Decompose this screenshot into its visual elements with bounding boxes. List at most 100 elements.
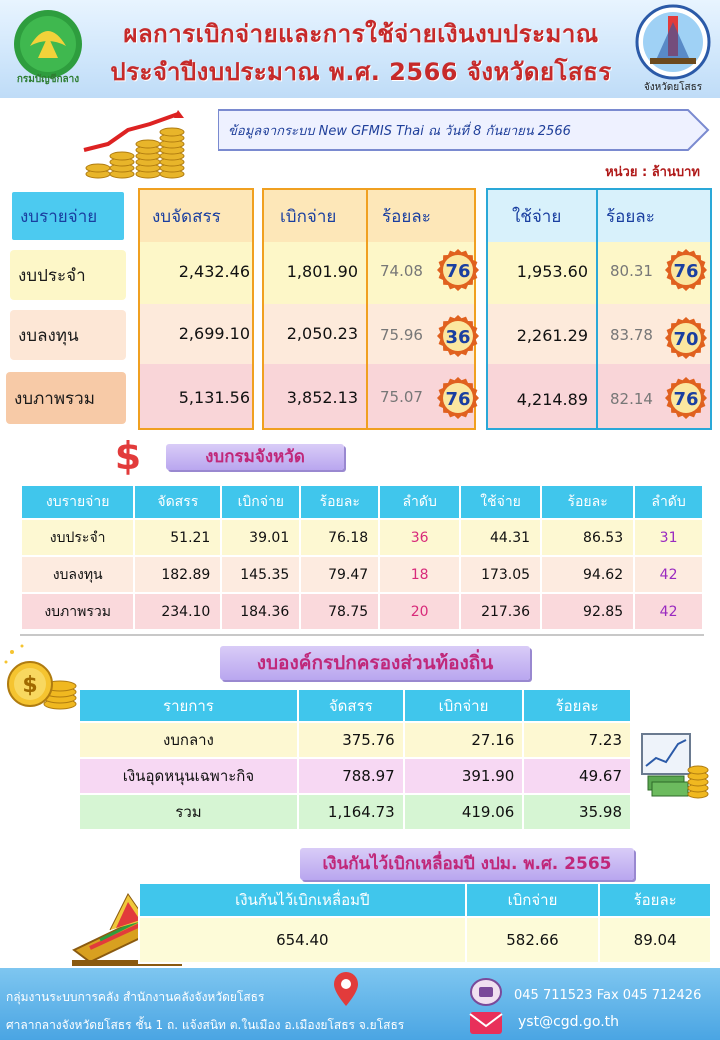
- source-banner: [218, 109, 710, 151]
- rank-badge-spent-overall: 76: [664, 376, 708, 424]
- table-cell: 1,164.73: [296, 793, 405, 831]
- phone-icon: [470, 978, 502, 1006]
- summary-label-regular: งบประจำ: [10, 250, 126, 300]
- rank-number: 76: [673, 389, 698, 410]
- rank-badge-spent-regular: 76: [664, 248, 708, 296]
- rank-number: 76: [445, 389, 470, 410]
- allocated-regular: 2,432.46: [178, 262, 250, 281]
- table-header: ร้อยละ: [299, 484, 381, 520]
- footer: [0, 968, 720, 1040]
- yasothon-province-logo: [635, 4, 711, 80]
- header-disbursed: เบิกจ่าย: [280, 207, 337, 227]
- table-cell: 86.53: [540, 518, 636, 557]
- disbursed-investment: 2,050.23: [286, 324, 358, 343]
- header-spent: ใช้จ่าย: [512, 207, 562, 227]
- header-disbursed-pct: ร้อยละ: [382, 207, 431, 227]
- table-cell: รวม: [78, 793, 299, 831]
- table-cell: 35.98: [522, 793, 632, 831]
- spent-overall: 4,214.89: [516, 390, 588, 409]
- dollar-icon: $: [114, 434, 142, 478]
- table-cell: 788.97: [296, 757, 405, 795]
- table-cell: 419.06: [402, 793, 525, 831]
- comptroller-logo: [14, 10, 82, 78]
- table-cell: 78.75: [299, 592, 381, 631]
- table-cell: 39.01: [220, 518, 302, 557]
- allocated-investment: 2,699.10: [178, 324, 250, 343]
- email-icon: [469, 1012, 503, 1034]
- table-header: ร้อยละ: [522, 688, 632, 723]
- table-cell: 7.23: [522, 721, 632, 759]
- table-header: เบิกจ่าย: [464, 882, 601, 918]
- rank-badge-disbursed-overall: 76: [436, 376, 480, 424]
- carry-over-header-row: เงินกันไว้เบิกเหลื่อมปี เบิกจ่าย ร้อยละ: [138, 882, 712, 918]
- footer-phone: 045 711523 Fax 045 712426: [514, 988, 702, 1003]
- table-cell: 49.67: [522, 757, 632, 795]
- disbursed-block: [262, 188, 476, 430]
- table-row: งบประจำ 51.21 39.01 76.18 36 44.31 86.53…: [19, 518, 704, 557]
- table-header: จัดสรร: [296, 688, 405, 723]
- table-header: งบรายจ่าย: [19, 484, 136, 520]
- table-cell: 182.89: [133, 555, 223, 594]
- rank-badge-disbursed-investment: 36: [436, 314, 480, 362]
- header-banner: [0, 0, 720, 98]
- location-pin-icon: [334, 972, 358, 1006]
- table-cell: 94.62: [540, 555, 636, 594]
- table-row: รวม 1,164.73 419.06 35.98: [78, 793, 632, 831]
- table-header: เบิกจ่าย: [220, 484, 302, 520]
- table-cell: 79.47: [299, 555, 381, 594]
- rank-number: 76: [673, 261, 698, 282]
- yasothon-logo-label: จังหวัดยโสธร: [643, 82, 703, 93]
- table-row: 654.40 582.66 89.04: [138, 916, 712, 964]
- table-cell: 173.05: [459, 555, 543, 594]
- table-row: เงินอุดหนุนเฉพาะกิจ 788.97 391.90 49.67: [78, 757, 632, 795]
- table-cell: 27.16: [402, 721, 525, 759]
- table-cell: 375.76: [296, 721, 405, 759]
- table-header: ใช้จ่าย: [459, 484, 543, 520]
- table-header: เบิกจ่าย: [402, 688, 525, 723]
- table-header: รายการ: [78, 688, 299, 723]
- rank-number: 76: [445, 261, 470, 282]
- rank-cell: 20: [378, 592, 462, 631]
- provincial-table: งบรายจ่าย จัดสรร เบิกจ่าย ร้อยละ ลำดับ ใ…: [19, 484, 704, 631]
- source-text: ข้อมูลจากระบบ New GFMIS Thai ณ วันที่ 8 …: [228, 124, 571, 139]
- table-row: งบภาพรวม 234.10 184.36 78.75 20 217.36 9…: [19, 592, 704, 631]
- rank-badge-disbursed-regular: 76: [436, 248, 480, 296]
- table-cell: 76.18: [299, 518, 381, 557]
- disbursed-pct-regular: 74.08: [380, 262, 423, 280]
- table-header: เงินกันไว้เบิกเหลื่อมปี: [138, 882, 467, 918]
- spent-investment: 2,261.29: [516, 326, 588, 345]
- table-cell: 184.36: [220, 592, 302, 631]
- carry-over-section-title: เงินกันไว้เบิกเหลื่อมปี งปม. พ.ศ. 2565: [300, 848, 634, 880]
- table-row: งบลงทุน 182.89 145.35 79.47 18 173.05 94…: [19, 555, 704, 594]
- allocated-block: [138, 188, 254, 430]
- spent-pct-regular: 80.31: [610, 262, 653, 280]
- table-header: ลำดับ: [378, 484, 462, 520]
- chart-money-icon: [641, 733, 709, 799]
- rank-cell: 31: [633, 518, 704, 557]
- summary-label-investment: งบลงทุน: [10, 310, 126, 360]
- rank-number: 36: [445, 327, 470, 348]
- table-cell: เงินอุดหนุนเฉพาะกิจ: [78, 757, 299, 795]
- provincial-header-row: งบรายจ่าย จัดสรร เบิกจ่าย ร้อยละ ลำดับ ใ…: [19, 484, 704, 520]
- table-cell: งบกลาง: [78, 721, 299, 759]
- rank-cell: 42: [633, 592, 704, 631]
- spent-regular: 1,953.60: [516, 262, 588, 281]
- table-header: ร้อยละ: [598, 882, 712, 918]
- rank-cell: 42: [633, 555, 704, 594]
- table-cell: 89.04: [598, 916, 712, 964]
- summary-header-type: งบรายจ่าย: [10, 190, 126, 242]
- table-cell: 391.90: [402, 757, 525, 795]
- local-gov-header-row: รายการ จัดสรร เบิกจ่าย ร้อยละ: [78, 688, 632, 723]
- divider: [20, 634, 704, 636]
- table-cell: งบลงทุน: [19, 555, 136, 594]
- header-spent-pct: ร้อยละ: [606, 207, 655, 227]
- gold-coins-icon: $: [4, 644, 77, 710]
- table-cell: 44.31: [459, 518, 543, 557]
- local-gov-section-title: งบองค์กรปกครองส่วนท้องถิ่น: [220, 646, 530, 680]
- rank-cell: 18: [378, 555, 462, 594]
- carry-over-table: เงินกันไว้เบิกเหลื่อมปี เบิกจ่าย ร้อยละ …: [138, 882, 712, 964]
- table-header: ลำดับ: [633, 484, 704, 520]
- table-header: จัดสรร: [133, 484, 223, 520]
- table-header: ร้อยละ: [540, 484, 636, 520]
- table-cell: งบประจำ: [19, 518, 136, 557]
